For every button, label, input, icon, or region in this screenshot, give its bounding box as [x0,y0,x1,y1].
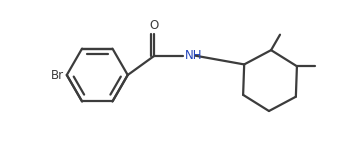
Text: NH: NH [185,49,202,62]
Text: Br: Br [51,69,64,81]
Text: O: O [150,19,159,32]
